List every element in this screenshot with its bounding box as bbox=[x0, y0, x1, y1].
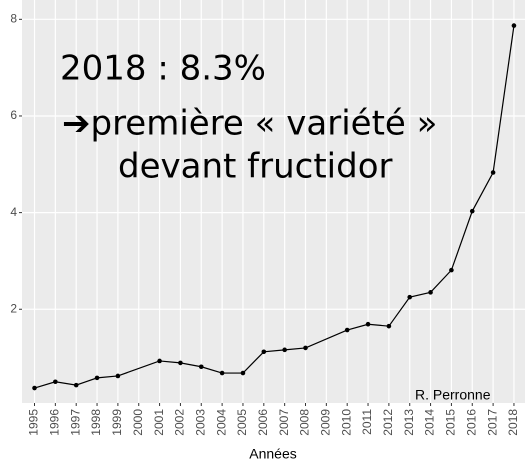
x-tick-label: 2016 bbox=[464, 409, 478, 436]
x-tick-label: 2009 bbox=[319, 409, 333, 436]
data-point bbox=[282, 347, 287, 353]
data-point bbox=[469, 208, 475, 214]
x-tick-label: 2007 bbox=[277, 409, 291, 436]
x-tick-label: 1996 bbox=[48, 409, 62, 436]
x-tick-label: 2017 bbox=[485, 409, 499, 436]
data-point bbox=[73, 382, 79, 388]
data-point bbox=[178, 360, 183, 366]
x-tick-label: 2000 bbox=[131, 409, 145, 436]
data-point bbox=[219, 370, 225, 376]
data-point bbox=[261, 349, 267, 355]
y-tick-label: 4 bbox=[10, 205, 17, 219]
annotation: R. Perronne bbox=[415, 387, 491, 403]
data-point bbox=[344, 327, 350, 333]
data-point bbox=[303, 345, 308, 351]
x-tick-label: 1999 bbox=[110, 409, 124, 436]
x-tick-label: 2012 bbox=[381, 409, 395, 436]
data-point bbox=[198, 364, 204, 370]
y-tick-label: 6 bbox=[10, 108, 17, 122]
data-point bbox=[365, 321, 371, 327]
x-tick-label: 2001 bbox=[152, 409, 166, 436]
annotation: devant fructidor bbox=[118, 147, 392, 187]
x-tick-label: 2005 bbox=[235, 409, 249, 436]
x-tick-label: 2010 bbox=[339, 409, 353, 436]
x-tick-label: 1998 bbox=[89, 409, 103, 436]
x-axis-title: Années bbox=[249, 446, 296, 462]
x-tick-label: 2002 bbox=[173, 409, 187, 436]
x-tick-label: 2018 bbox=[506, 409, 520, 436]
y-tick-label: 2 bbox=[10, 301, 17, 315]
data-point bbox=[511, 23, 517, 28]
data-point bbox=[428, 290, 433, 295]
data-point bbox=[449, 267, 454, 273]
data-point bbox=[115, 373, 121, 379]
data-point bbox=[157, 358, 162, 364]
data-point bbox=[407, 294, 413, 300]
data-point bbox=[490, 170, 496, 175]
annotation: ➔première « variété » bbox=[62, 104, 437, 144]
x-tick-label: 2015 bbox=[444, 409, 458, 436]
data-point bbox=[94, 375, 100, 381]
x-tick-label: 2004 bbox=[214, 409, 228, 436]
data-point bbox=[386, 323, 392, 329]
x-tick-label: 1997 bbox=[68, 409, 82, 436]
x-tick-label: 2006 bbox=[256, 409, 270, 436]
x-tick-label: 2008 bbox=[298, 409, 312, 436]
data-line bbox=[34, 25, 515, 389]
y-tick-label: 8 bbox=[10, 12, 17, 26]
data-point bbox=[240, 370, 246, 376]
x-tick-label: 1995 bbox=[27, 409, 41, 436]
data-point bbox=[53, 379, 58, 385]
x-tick-label: 2013 bbox=[402, 409, 416, 436]
x-tick-label: 2011 bbox=[360, 409, 374, 435]
data-point bbox=[32, 385, 37, 391]
x-tick-label: 2003 bbox=[193, 409, 207, 436]
plot-panel bbox=[22, 0, 525, 403]
x-tick-label: 2014 bbox=[423, 409, 437, 436]
annotation: 2018 : 8.3% bbox=[60, 49, 266, 89]
